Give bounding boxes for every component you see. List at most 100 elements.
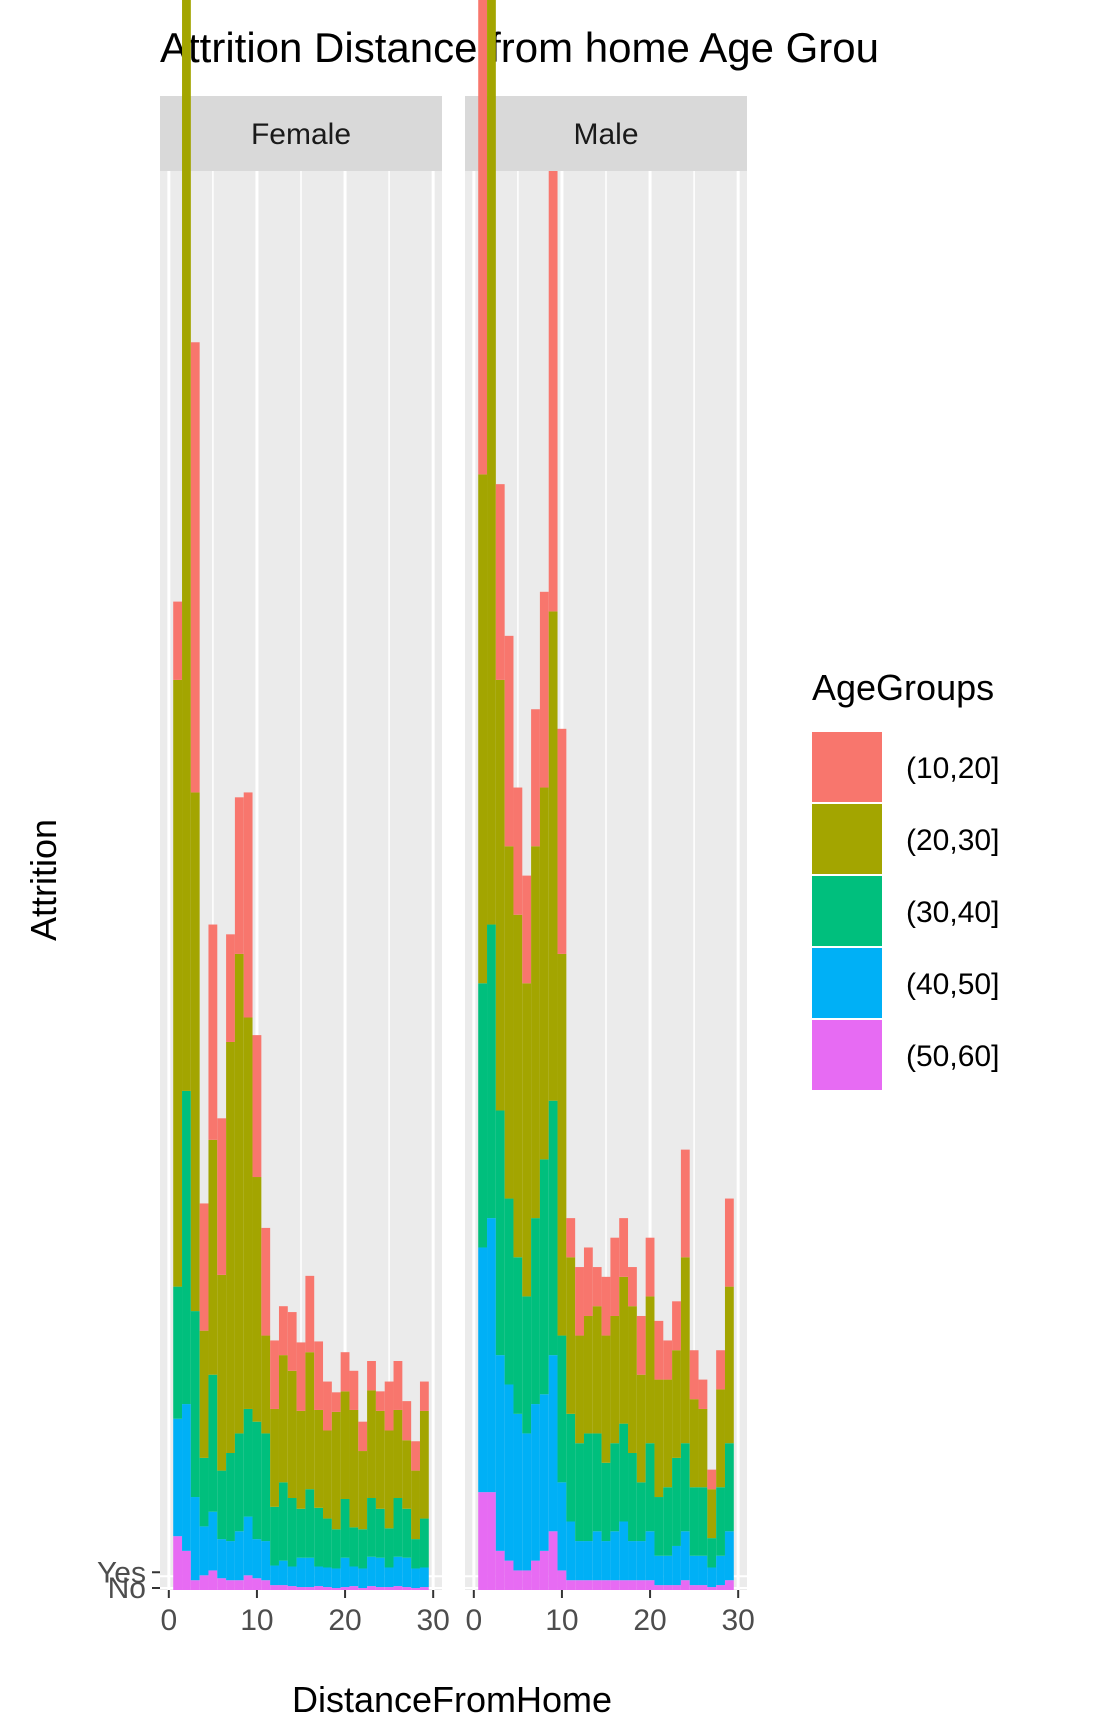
bar-segment xyxy=(557,1570,567,1590)
bar-segment xyxy=(358,1588,368,1590)
bar-segment xyxy=(487,1218,496,1493)
bar-segment xyxy=(375,1508,385,1558)
bar-segment xyxy=(724,1531,734,1581)
bar-segment xyxy=(672,1585,681,1590)
bar-segment xyxy=(393,1409,403,1499)
bar-segment xyxy=(636,1541,646,1581)
bar-segment xyxy=(243,1575,253,1590)
bar-segment xyxy=(367,1556,376,1587)
bar-segment xyxy=(419,1410,429,1519)
bar-segment xyxy=(539,1159,549,1395)
y-axis-title: Attrition xyxy=(23,819,64,941)
bar-segment xyxy=(636,1374,646,1483)
bar-segment xyxy=(663,1585,673,1590)
bar-segment xyxy=(539,787,549,1160)
bar-segment xyxy=(566,1257,576,1414)
x-tick-label: 0 xyxy=(160,1604,177,1637)
bar-segment xyxy=(592,1580,602,1590)
bar-segment xyxy=(689,1585,699,1590)
bar-segment xyxy=(331,1411,341,1530)
bar-segment xyxy=(698,1487,708,1556)
bar-segment xyxy=(331,1568,341,1589)
x-tick-label: 20 xyxy=(633,1604,666,1637)
bar-segment xyxy=(592,1306,602,1434)
bar-segment xyxy=(367,1361,376,1391)
bar-segment xyxy=(645,1237,655,1297)
legend-label: (40,50] xyxy=(906,968,999,1001)
x-axis-title: DistanceFromHome xyxy=(292,1679,612,1718)
bar-segment xyxy=(583,1315,593,1434)
bar-segment xyxy=(575,1443,584,1542)
bar-segment xyxy=(724,1443,734,1532)
bar-segment xyxy=(217,1470,227,1540)
bar-segment xyxy=(610,1531,620,1581)
bar-segment xyxy=(375,1557,385,1588)
bar-segment xyxy=(243,792,253,1018)
bar-segment xyxy=(663,1487,673,1556)
bar-segment xyxy=(314,1507,324,1567)
bar-segment xyxy=(522,1570,532,1590)
bar-segment xyxy=(716,1350,725,1390)
bar-segment xyxy=(323,1518,332,1568)
bar-segment xyxy=(305,1489,315,1558)
bar-segment xyxy=(619,1423,629,1522)
legend-label: (10,20] xyxy=(906,752,999,785)
x-tick-label: 30 xyxy=(722,1604,755,1637)
bar-segment xyxy=(724,1580,734,1590)
bar-segment xyxy=(252,1177,262,1422)
bar-segment xyxy=(583,1433,593,1542)
bar-segment xyxy=(636,1482,646,1542)
bar-segment xyxy=(610,1443,620,1532)
bar-segment xyxy=(323,1587,332,1590)
bar-segment xyxy=(261,1580,271,1590)
bar-segment xyxy=(610,1237,620,1316)
bar-segment xyxy=(261,1227,271,1336)
bar-segment xyxy=(601,1541,611,1581)
bar-segment xyxy=(645,1531,655,1581)
bar-segment xyxy=(487,1492,496,1590)
bar-segment xyxy=(716,1555,725,1586)
x-tick-label: 10 xyxy=(240,1604,273,1637)
bar-segment xyxy=(504,846,514,1199)
bar-segment xyxy=(680,1443,690,1532)
legend-key xyxy=(812,1020,882,1090)
bar-segment xyxy=(296,1410,306,1509)
bar-segment xyxy=(234,1433,244,1532)
bar-segment xyxy=(375,1587,385,1590)
bar-segment xyxy=(672,1350,681,1458)
bar-segment xyxy=(278,1306,288,1356)
bar-segment xyxy=(495,1355,505,1551)
bar-segment xyxy=(402,1440,412,1509)
bar-segment xyxy=(226,1541,235,1581)
bar-segment xyxy=(270,1565,279,1586)
y-tick-label: No xyxy=(108,1572,146,1605)
bar-segment xyxy=(393,1586,403,1590)
bar-segment xyxy=(358,1529,368,1569)
bar-segment xyxy=(531,1218,540,1405)
bar-segment xyxy=(314,1586,324,1590)
bar-segment xyxy=(173,1536,183,1590)
bar-segment xyxy=(680,1257,690,1444)
bar-segment xyxy=(340,1587,350,1590)
bar-segment xyxy=(548,1355,558,1532)
bar-segment xyxy=(402,1587,412,1590)
bar-segment xyxy=(358,1568,368,1589)
bar-segment xyxy=(349,1566,359,1587)
bar-segment xyxy=(173,1418,183,1537)
bar-segment xyxy=(619,1276,629,1424)
bar-segment xyxy=(367,1390,376,1499)
legend-label: (30,40] xyxy=(906,896,999,929)
bar-segment xyxy=(680,1580,690,1590)
bar-segment xyxy=(358,1451,368,1530)
bar-segment xyxy=(636,1580,646,1590)
bar-segment xyxy=(340,1557,350,1588)
facet-strip xyxy=(465,96,747,171)
bar-segment xyxy=(716,1585,725,1590)
bar-segment xyxy=(707,1489,717,1539)
bar-segment xyxy=(601,1335,611,1463)
bar-segment xyxy=(672,1457,681,1546)
bar-segment xyxy=(654,1379,664,1498)
bar-segment xyxy=(367,1498,376,1557)
